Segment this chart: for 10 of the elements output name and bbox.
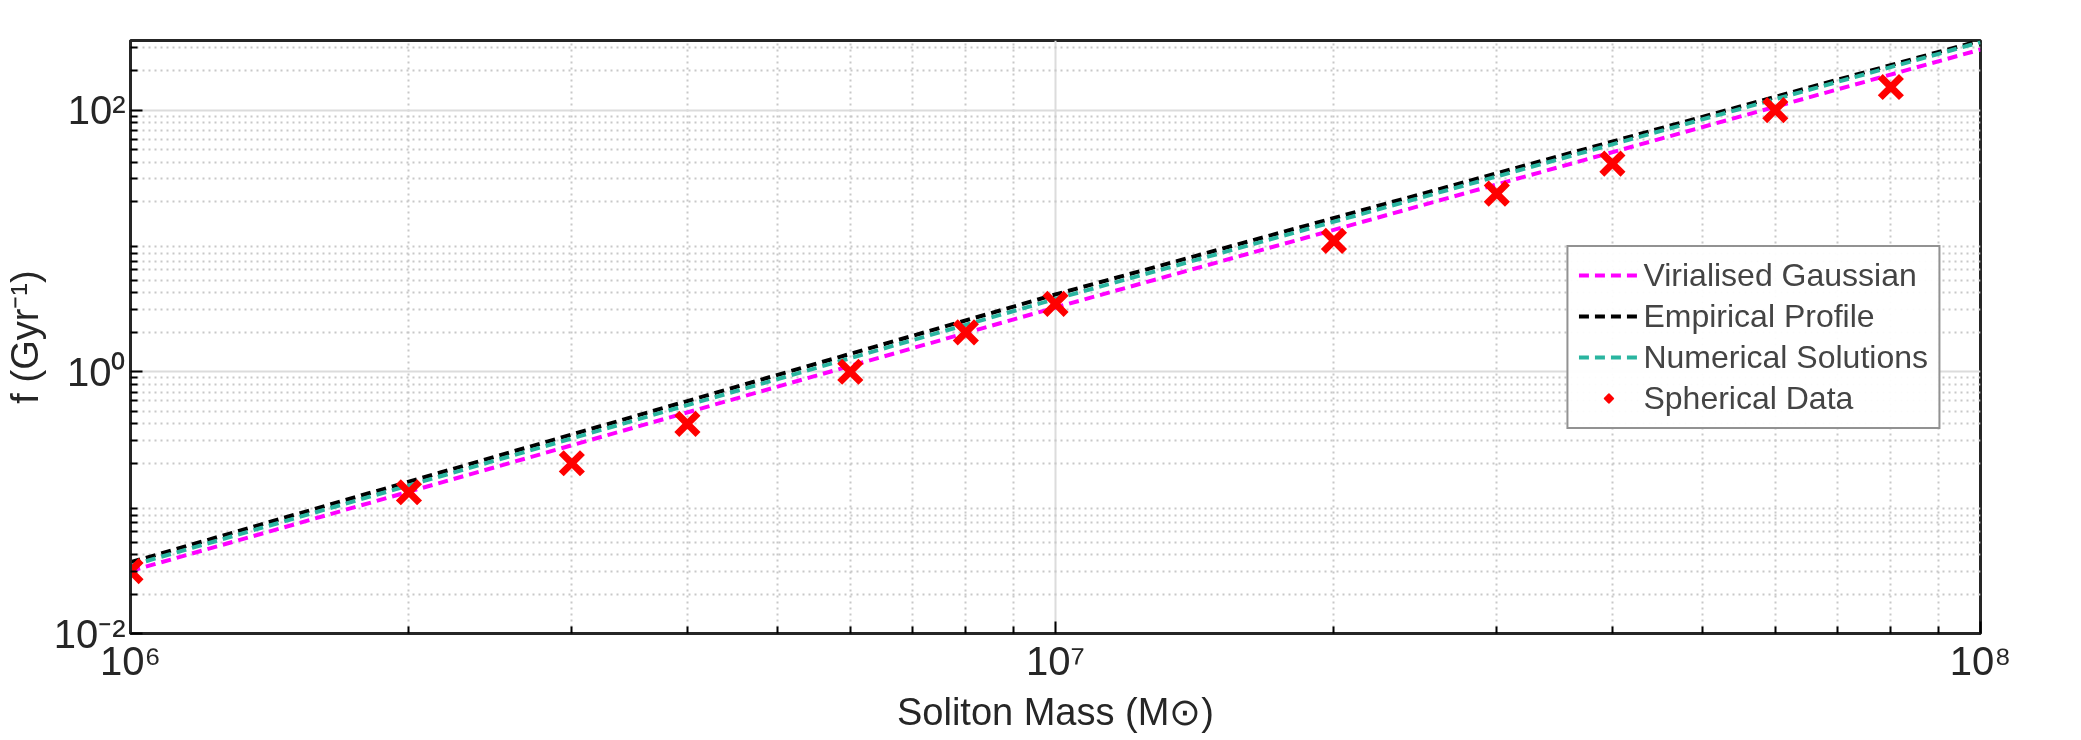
x-axis-title: Soliton Mass (M⊙) [896,690,1215,733]
legend-label: Spherical Data [1643,379,1854,417]
legend-label: Empirical Profile [1643,297,1875,335]
x-tick-label: 10⁸ [1949,638,2012,683]
y-tick-label: 10⁰ [67,349,126,394]
x-tick-label: 10⁷ [1026,638,1085,683]
legend-label: Numerical Solutions [1643,338,1928,376]
y-tick-label: 10² [67,88,126,133]
legend-label: Virialised Gaussian [1643,256,1917,294]
y-axis-title: f (Gyr⁻¹) [3,270,46,404]
